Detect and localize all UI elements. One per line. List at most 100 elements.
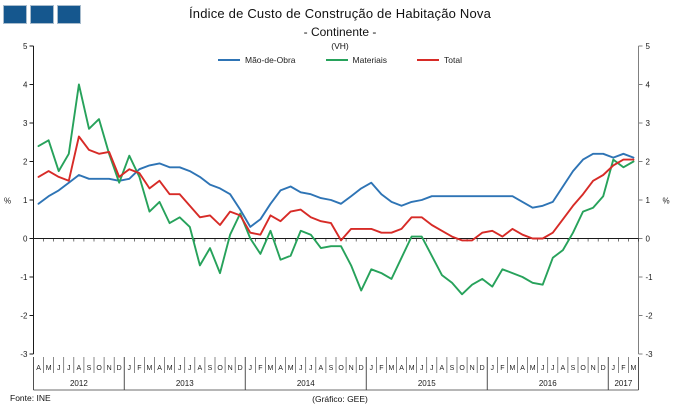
month-label: M [631,365,637,372]
chart-title: Índice de Custo de Construção de Habitaç… [188,6,492,21]
month-label: J [430,365,434,372]
y-axis-right-tick-label: -2 [646,312,654,321]
month-label: J [299,365,303,372]
y-axis-left-unit-label: % [4,197,11,206]
month-label: N [107,365,112,372]
y-axis-right-tick-label: 0 [646,235,651,244]
month-label: A [520,365,525,372]
y-axis-right-tick-label: -3 [646,350,654,359]
month-label: A [440,365,445,372]
month-label: J [128,365,132,372]
month-label: J [309,365,313,372]
month-label: M [147,365,153,372]
year-label: 2015 [418,379,436,388]
month-label: A [319,365,324,372]
month-label: M [389,365,395,372]
month-label: J [551,365,555,372]
month-label: F [500,365,504,372]
y-axis-right-tick-label: 3 [646,119,651,128]
month-label: O [96,365,102,372]
month-label: S [329,365,334,372]
month-label: S [208,365,213,372]
y-axis-left-tick-label: -3 [20,350,28,359]
month-label: M [409,365,415,372]
month-label: M [167,365,173,372]
month-label: M [46,365,52,372]
month-label: O [338,365,344,372]
series-line-materiais [37,83,635,296]
month-label: S [87,365,92,372]
y-axis-right-tick-label: -1 [646,273,654,282]
legend-label: Materiais [352,55,388,65]
month-label: D [117,365,122,372]
y-axis-left-tick-label: -1 [20,273,28,282]
month-label: J [57,365,61,372]
month-label: A [77,365,82,372]
y-axis-left-tick-label: 1 [23,196,28,205]
month-label: F [379,365,383,372]
month-label: A [36,365,41,372]
year-label: 2014 [297,379,315,388]
line-swatch-icon [325,59,348,61]
line-swatch-icon [217,59,240,61]
month-label: D [359,365,364,372]
month-label: A [399,365,404,372]
month-label: S [571,365,576,372]
month-label: M [530,365,536,372]
month-label: F [621,365,625,372]
chart-legend: Mão-de-Obra Materiais Total [0,55,680,65]
month-label: J [491,365,495,372]
y-axis-left-tick-label: 3 [23,119,28,128]
month-label: J [249,365,253,372]
month-label: A [198,365,203,372]
month-label: O [580,365,586,372]
chart-title-block: Índice de Custo de Construção de Habitaç… [0,6,680,51]
month-label: N [470,365,475,372]
month-label: A [157,365,162,372]
month-label: D [601,365,606,372]
legend-item-materiais: Materiais [325,55,388,65]
legend-item-total: Total [417,55,462,65]
month-label: M [268,365,274,372]
month-label: O [217,365,223,372]
series-line-total [37,135,635,242]
month-label: M [510,365,516,372]
credit-note: (Gráfico: GEE) [312,394,368,404]
year-label: 2012 [70,379,88,388]
logo-square [30,5,54,24]
source-note: Fonte: INE [10,393,51,403]
month-label: A [561,365,566,372]
y-axis-left-tick-label: 0 [23,235,28,244]
legend-label: Mão-de-Obra [244,55,296,65]
line-swatch-icon [417,59,440,61]
year-label: 2013 [176,379,194,388]
logo-square [57,5,81,24]
month-label: S [450,365,455,372]
y-axis-right-tick-label: 1 [646,196,651,205]
month-label: N [591,365,596,372]
month-label: A [278,365,283,372]
legend-label: Total [444,55,462,65]
month-label: O [459,365,465,372]
month-label: M [288,365,294,372]
y-axis-right-unit-label: % [663,197,670,206]
y-axis-left-tick-label: 2 [23,158,28,167]
month-label: J [541,365,545,372]
month-label: N [228,365,233,372]
month-label: D [238,365,243,372]
year-label: 2017 [614,379,632,388]
month-label: J [370,365,374,372]
month-label: D [480,365,485,372]
y-axis-left-tick-label: -2 [20,312,28,321]
legend-item-mao-de-obra: Mão-de-Obra [217,55,296,65]
month-label: F [137,365,141,372]
chart-subtitle: - Continente - [303,25,377,39]
chart-unit-note: (VH) [331,41,349,51]
month-label: F [258,365,262,372]
y-axis-right-tick-label: 2 [646,158,651,167]
logo-square [3,5,27,24]
series-line-m-o-de-obra [37,152,635,228]
month-label: J [612,365,616,372]
month-label: N [349,365,354,372]
